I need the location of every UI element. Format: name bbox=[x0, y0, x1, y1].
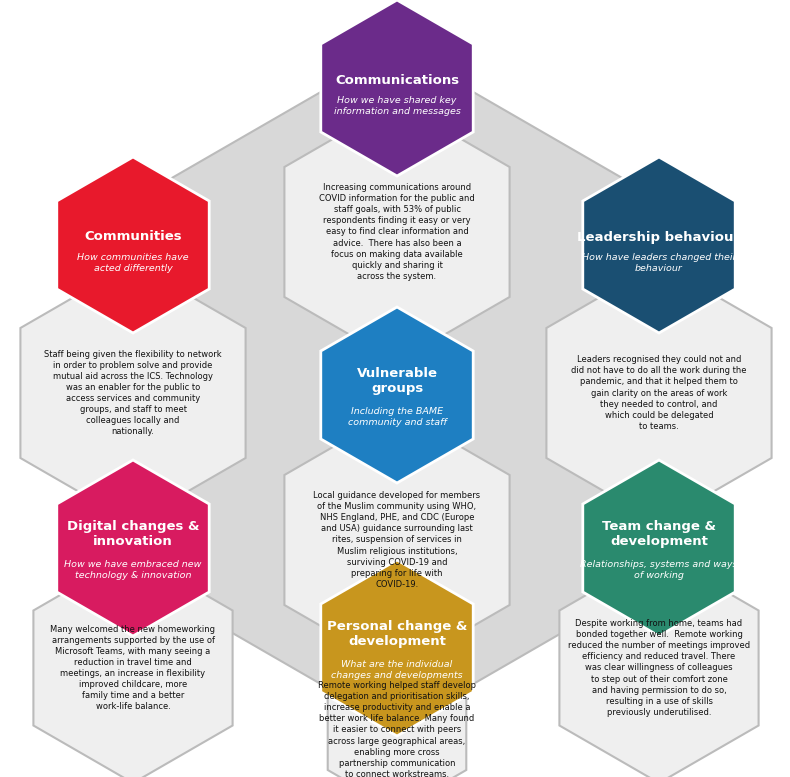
Polygon shape bbox=[103, 48, 691, 728]
Polygon shape bbox=[57, 157, 209, 333]
Text: Increasing communications around
COVID information for the public and
staff goal: Increasing communications around COVID i… bbox=[319, 183, 475, 281]
Polygon shape bbox=[321, 560, 473, 736]
Polygon shape bbox=[559, 553, 758, 777]
Text: Communications: Communications bbox=[335, 74, 459, 86]
Text: Digital changes &
innovation: Digital changes & innovation bbox=[66, 521, 199, 548]
Polygon shape bbox=[321, 0, 473, 176]
Text: Despite working from home, teams had
bonded together well.  Remote working
reduc: Despite working from home, teams had bon… bbox=[568, 619, 750, 717]
Text: Leaders recognised they could not and
did not have to do all the work during the: Leaders recognised they could not and di… bbox=[571, 355, 747, 430]
Polygon shape bbox=[284, 102, 510, 362]
Text: Many welcomed the new homeworking
arrangements supported by the use of
Microsoft: Many welcomed the new homeworking arrang… bbox=[51, 625, 216, 712]
Text: Remote working helped staff develop
delegation and prioritisation skills,
increa: Remote working helped staff develop dele… bbox=[318, 681, 476, 777]
Text: Relationships, systems and ways
of working: Relationships, systems and ways of worki… bbox=[580, 560, 738, 580]
Text: How we have shared key
information and messages: How we have shared key information and m… bbox=[333, 96, 461, 116]
Polygon shape bbox=[57, 460, 209, 636]
Text: Staff being given the flexibility to network
in order to problem solve and provi: Staff being given the flexibility to net… bbox=[44, 350, 222, 437]
Text: Leadership behaviour: Leadership behaviour bbox=[577, 231, 740, 243]
Text: How we have embraced new
technology & innovation: How we have embraced new technology & in… bbox=[64, 560, 201, 580]
Text: How have leaders changed their
behaviour: How have leaders changed their behaviour bbox=[581, 253, 736, 273]
Polygon shape bbox=[328, 650, 466, 777]
Text: Personal change &
development: Personal change & development bbox=[327, 620, 467, 648]
Polygon shape bbox=[583, 157, 735, 333]
Text: What are the individual
changes and developments: What are the individual changes and deve… bbox=[331, 660, 463, 680]
Polygon shape bbox=[21, 263, 246, 523]
Text: Including the BAME
community and staff: Including the BAME community and staff bbox=[348, 407, 446, 427]
Text: Communities: Communities bbox=[85, 231, 182, 243]
Text: Vulnerable
groups: Vulnerable groups bbox=[356, 368, 438, 395]
Polygon shape bbox=[547, 263, 772, 523]
Polygon shape bbox=[583, 460, 735, 636]
Polygon shape bbox=[284, 410, 510, 670]
Polygon shape bbox=[33, 553, 232, 777]
Polygon shape bbox=[321, 307, 473, 483]
Text: Team change &
development: Team change & development bbox=[602, 521, 716, 548]
Text: Local guidance developed for members
of the Muslim community using WHO,
NHS Engl: Local guidance developed for members of … bbox=[314, 491, 480, 589]
Text: How communities have
acted differently: How communities have acted differently bbox=[77, 253, 189, 273]
